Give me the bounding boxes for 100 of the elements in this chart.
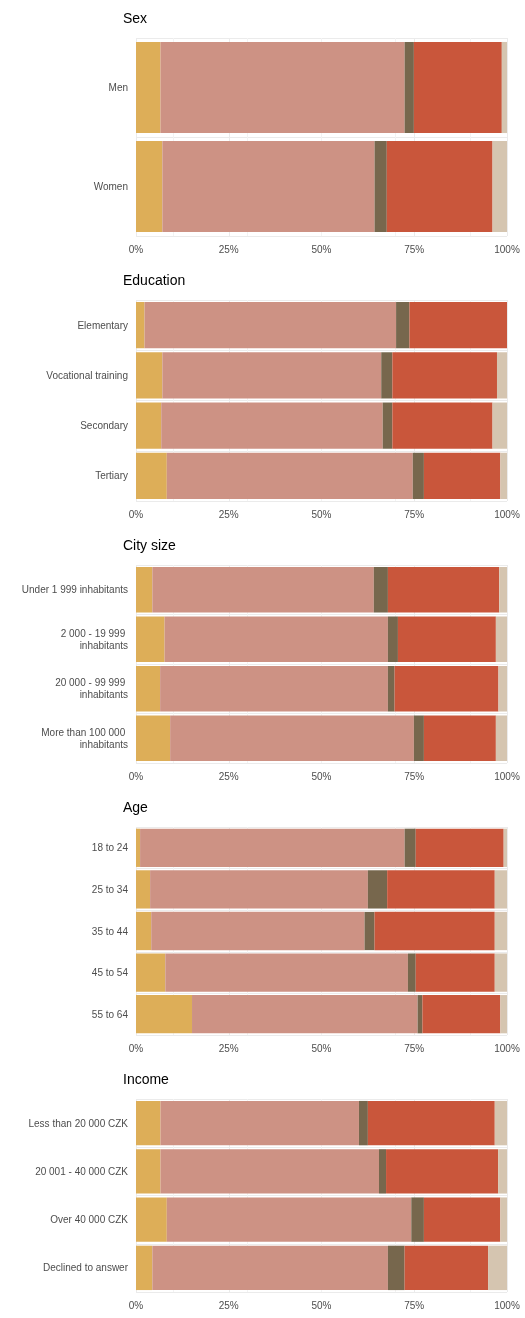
bar — [374, 140, 387, 233]
y-tick-label: 25 to 34 — [91, 883, 129, 895]
bar — [166, 452, 413, 499]
bar — [160, 41, 405, 134]
bar — [136, 715, 171, 762]
chart-title: Age — [123, 799, 149, 815]
bar — [136, 665, 161, 712]
bar — [381, 352, 393, 399]
bar — [152, 1245, 388, 1291]
bar — [367, 1100, 495, 1146]
bar — [160, 665, 388, 712]
bar — [397, 616, 496, 663]
bar — [136, 911, 152, 951]
bar — [500, 995, 507, 1034]
bar — [492, 402, 507, 449]
bar — [423, 452, 501, 499]
bar — [495, 616, 507, 663]
y-tick-label: Declined to answer — [42, 1262, 129, 1274]
y-tick-label: 35 to 44 — [91, 925, 129, 937]
x-tick-label: 100% — [494, 770, 520, 782]
bar — [136, 41, 161, 134]
bar — [367, 870, 388, 909]
bar — [165, 953, 408, 992]
bar — [498, 665, 507, 712]
y-tick-label: Vocational training — [46, 369, 128, 381]
bar — [386, 1149, 499, 1194]
chart-title: Education — [123, 272, 186, 288]
y-tick-label: Under 1 999 inhabitants — [21, 584, 128, 596]
bar — [150, 870, 368, 909]
bar — [136, 1197, 167, 1242]
bar — [422, 995, 501, 1034]
y-tick-label: More than 100 000 inhabitants — [41, 726, 128, 750]
bar — [151, 911, 365, 951]
y-tick-label: Less than 20 000 CZK — [28, 1117, 129, 1129]
x-tick-label: 100% — [494, 1042, 520, 1054]
bar — [387, 566, 500, 613]
bar — [162, 140, 375, 233]
bar — [161, 402, 383, 449]
bar — [392, 352, 497, 399]
bar — [387, 616, 398, 663]
bar — [136, 616, 165, 663]
bar — [499, 566, 507, 613]
bar — [136, 566, 153, 613]
y-tick-label: 45 to 54 — [91, 967, 129, 979]
y-tick-label: Elementary — [77, 319, 128, 331]
bar — [407, 953, 416, 992]
x-tick-label: 0% — [128, 1042, 144, 1054]
bar — [358, 1100, 368, 1146]
bar — [412, 452, 424, 499]
y-tick-label: Over 40 000 CZK — [50, 1214, 129, 1226]
x-tick-label: 75% — [404, 1299, 425, 1311]
bar — [373, 566, 388, 613]
bar — [374, 911, 495, 951]
bar — [144, 302, 397, 349]
bar — [496, 352, 507, 399]
x-tick-label: 0% — [128, 1299, 144, 1311]
bar — [136, 140, 163, 233]
x-tick-label: 25% — [218, 1042, 239, 1054]
chart-title: City size — [123, 537, 177, 553]
x-tick-label: 0% — [128, 770, 144, 782]
y-tick-label: 55 to 64 — [91, 1008, 129, 1020]
x-tick-label: 50% — [311, 770, 332, 782]
bar — [498, 1149, 507, 1194]
bar — [413, 715, 424, 762]
x-tick-label: 25% — [218, 508, 239, 520]
bar — [404, 1245, 489, 1291]
bar — [492, 140, 507, 233]
bar — [501, 41, 507, 134]
bar — [386, 140, 493, 233]
bar — [166, 1197, 412, 1242]
bar — [364, 911, 375, 951]
bar — [409, 302, 507, 349]
bar — [415, 828, 504, 867]
bar — [136, 1100, 161, 1146]
bar — [136, 302, 145, 349]
bar — [160, 1100, 359, 1146]
x-tick-label: 50% — [311, 1299, 332, 1311]
bar — [494, 1100, 507, 1146]
x-tick-label: 75% — [404, 243, 425, 255]
bar — [162, 352, 382, 399]
x-tick-label: 25% — [218, 243, 239, 255]
bar — [136, 870, 151, 909]
bar — [423, 715, 496, 762]
y-tick-label: Secondary — [80, 420, 128, 432]
bar — [404, 41, 414, 134]
bar — [136, 828, 141, 867]
bar — [379, 1149, 387, 1194]
bar — [392, 402, 493, 449]
bar — [500, 1197, 507, 1242]
bar — [494, 953, 507, 992]
x-tick-label: 50% — [311, 243, 332, 255]
y-tick-label: Men — [108, 82, 128, 93]
x-tick-label: 0% — [128, 243, 144, 255]
x-tick-label: 75% — [404, 508, 425, 520]
x-tick-label: 100% — [494, 243, 520, 255]
bar — [387, 665, 395, 712]
x-tick-label: 75% — [404, 770, 425, 782]
bar — [136, 995, 193, 1034]
x-tick-label: 100% — [494, 1299, 520, 1311]
y-tick-label: Women — [93, 181, 128, 192]
